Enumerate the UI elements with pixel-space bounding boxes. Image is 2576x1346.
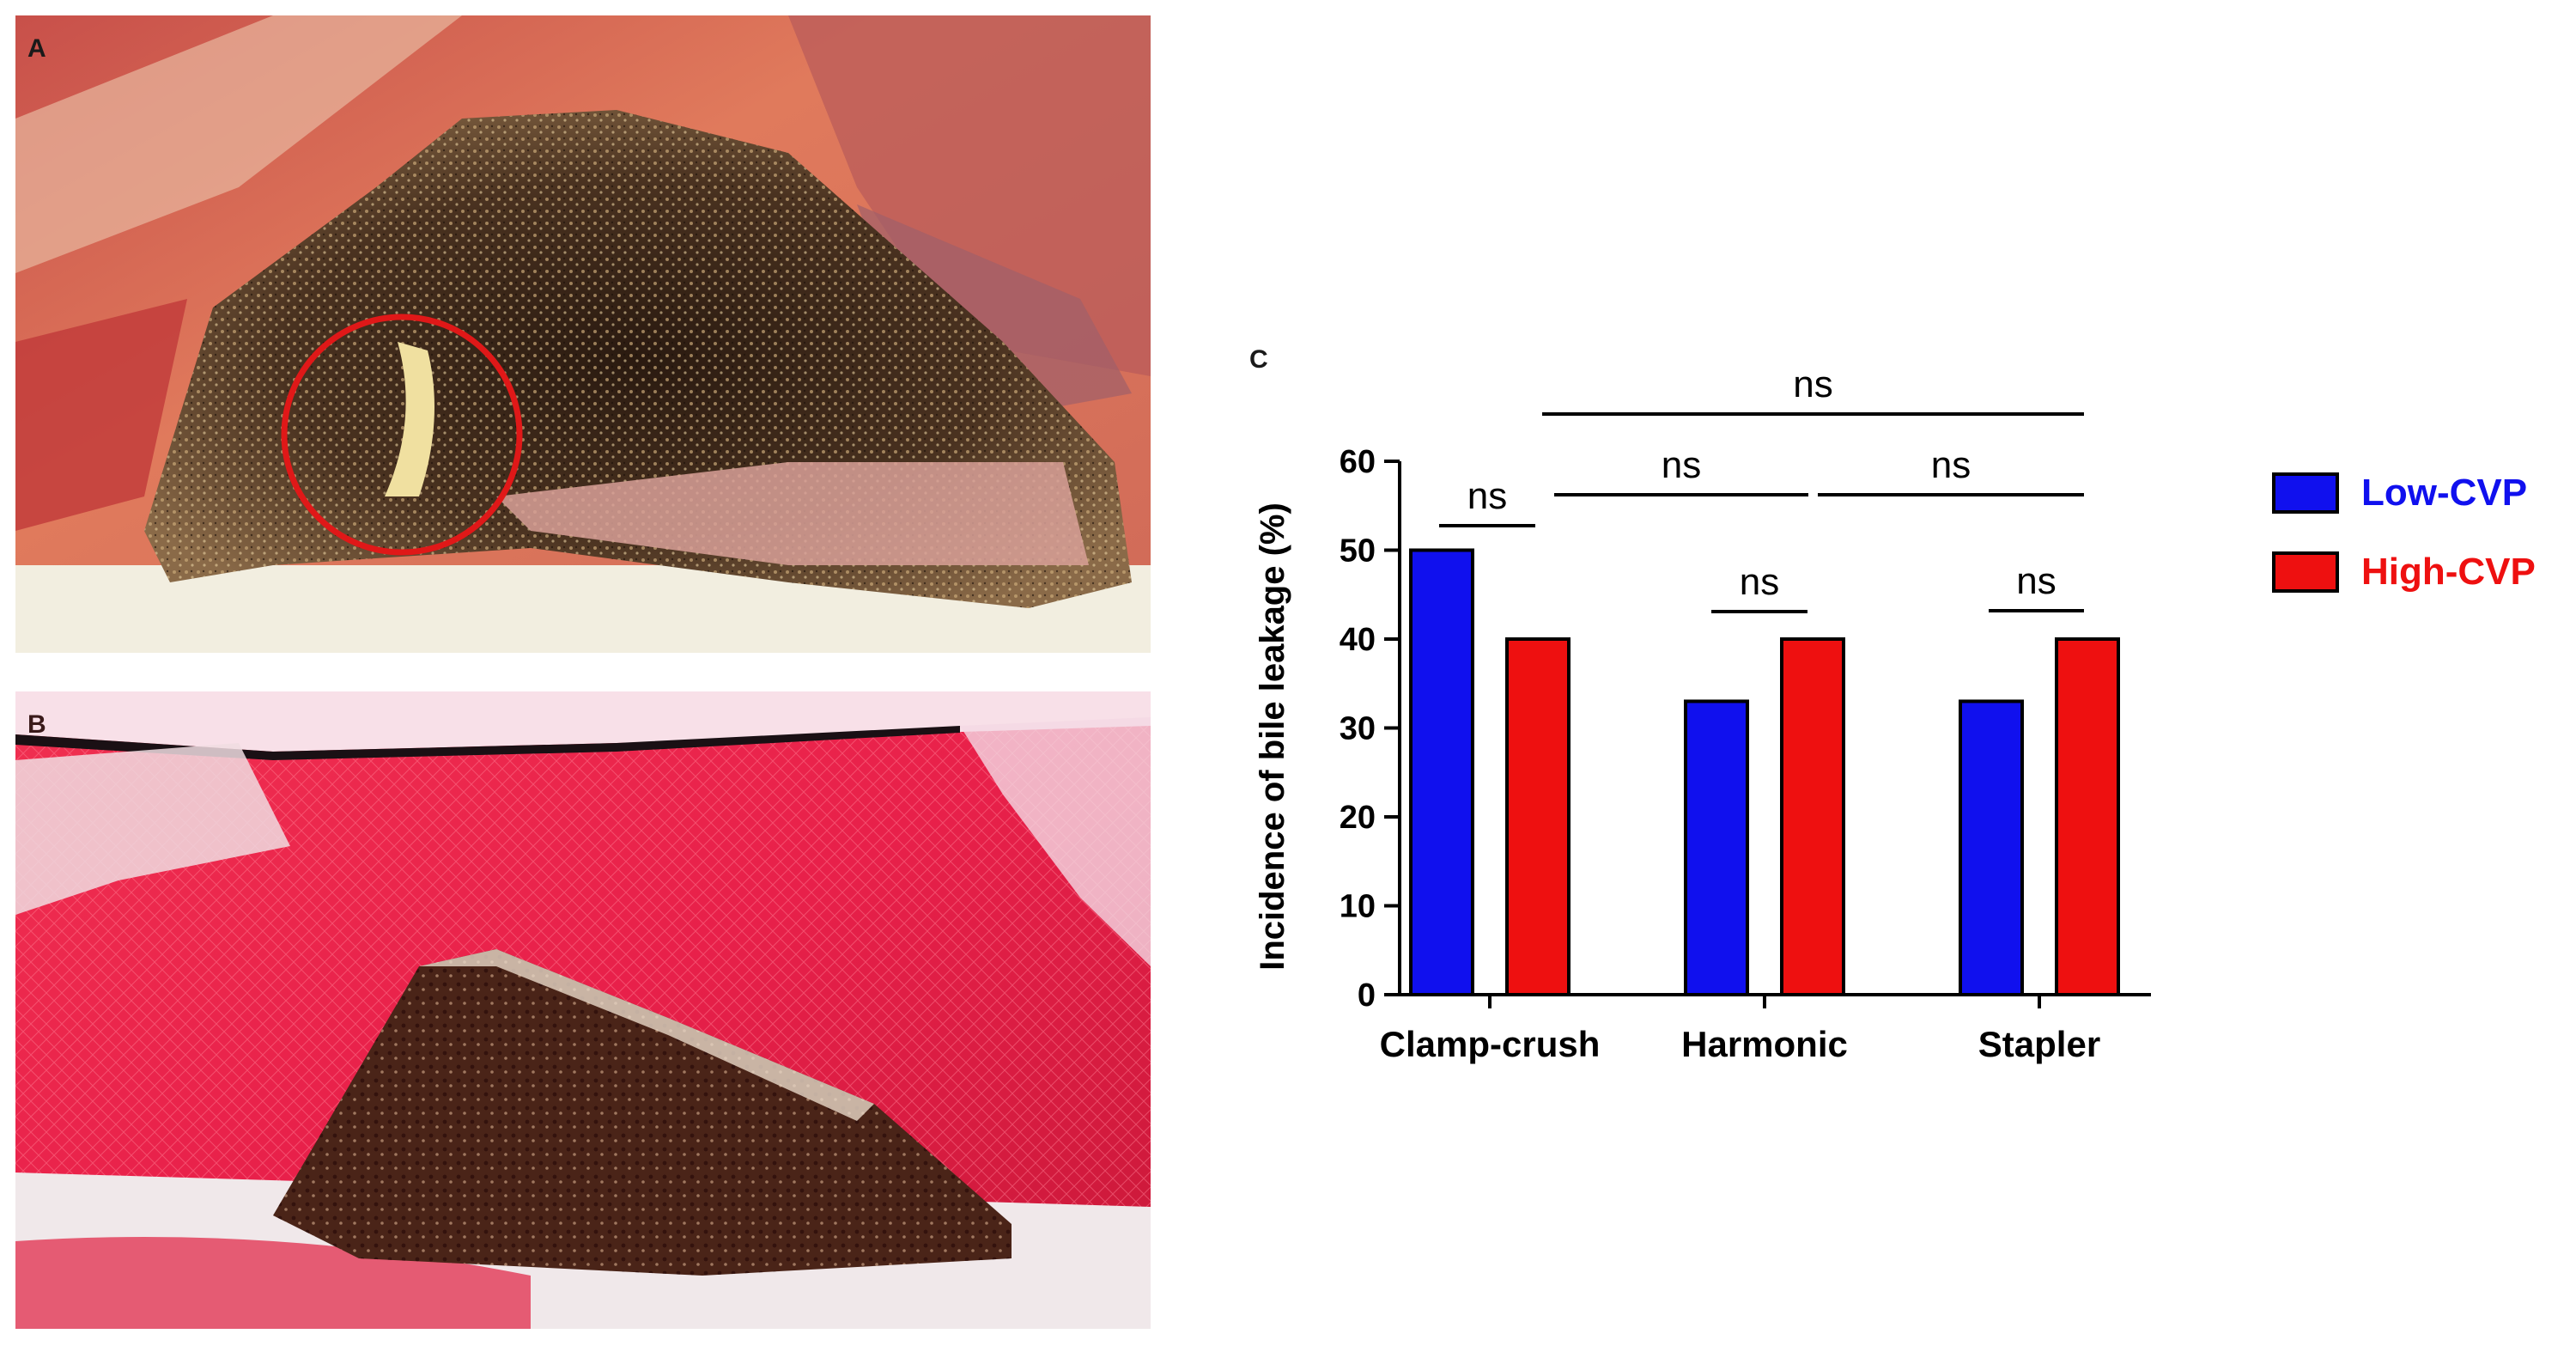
bar-high-cvp-harmonic <box>1780 637 1845 996</box>
liver-resection-photo-b <box>15 691 1151 1329</box>
significance-label: ns <box>1931 444 1971 486</box>
liver-resection-photo-a <box>15 15 1151 653</box>
significance-label: ns <box>1793 363 1832 405</box>
y-axis-label: Incidence of bile leakage (%) <box>1254 502 1291 971</box>
bar-low-cvp-clamp-crush <box>1409 548 1474 996</box>
bar-low-cvp-stapler <box>1959 699 2024 996</box>
panel-a-label: A <box>27 34 46 63</box>
legend-swatch-high-cvp <box>2272 551 2339 593</box>
y-tick-label: 50 <box>1340 533 1376 569</box>
significance-label: ns <box>2016 560 2056 602</box>
y-tick-label: 30 <box>1340 711 1376 747</box>
plot-area: 0 10 20 30 40 50 60 Clamp-crush Harmonic Stapler n… <box>1340 363 2536 1064</box>
leakage-circle-marker <box>281 314 523 556</box>
legend-label-high-cvp: High-CVP <box>2361 551 2536 593</box>
y-tick-label: 40 <box>1340 622 1376 658</box>
bar-low-cvp-harmonic <box>1684 699 1749 996</box>
bile-leakage-bar-chart: 0 10 20 30 40 50 60 Clamp-crush Harmonic Stapler n… <box>1254 363 2536 1064</box>
legend-swatch-low-cvp <box>2272 472 2339 514</box>
y-tick-label: 20 <box>1340 800 1376 836</box>
photo-panel-a: A <box>15 15 1151 653</box>
y-tick-label: 60 <box>1340 444 1376 480</box>
x-tick-label: Harmonic <box>1681 1024 1848 1064</box>
significance-label: ns <box>1467 475 1507 517</box>
significance-label: ns <box>1740 561 1779 603</box>
panel-c-label: C <box>1249 345 1268 374</box>
significance-label: ns <box>1662 444 1701 486</box>
legend-label-low-cvp: Low-CVP <box>2361 472 2527 514</box>
y-tick-label: 0 <box>1358 978 1376 1014</box>
x-tick-label: Clamp-crush <box>1380 1024 1601 1064</box>
photo-panel-b: B <box>15 691 1151 1329</box>
y-tick-label: 10 <box>1340 889 1376 925</box>
bar-high-cvp-stapler <box>2055 637 2120 996</box>
bile-duct-highlight <box>385 342 434 496</box>
panel-b-label: B <box>27 710 46 739</box>
bar-high-cvp-clamp-crush <box>1505 637 1571 996</box>
x-tick-label: Stapler <box>1978 1024 2100 1064</box>
